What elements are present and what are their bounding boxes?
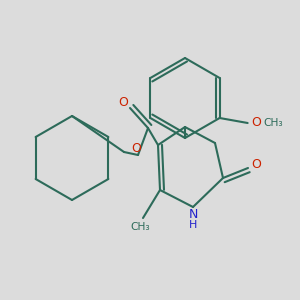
Text: O: O	[118, 97, 128, 110]
Text: CH₃: CH₃	[264, 118, 283, 128]
Text: N: N	[188, 208, 198, 220]
Text: O: O	[131, 142, 141, 155]
Text: CH₃: CH₃	[130, 222, 150, 232]
Text: O: O	[252, 116, 262, 130]
Text: O: O	[251, 158, 261, 172]
Text: H: H	[189, 220, 197, 230]
